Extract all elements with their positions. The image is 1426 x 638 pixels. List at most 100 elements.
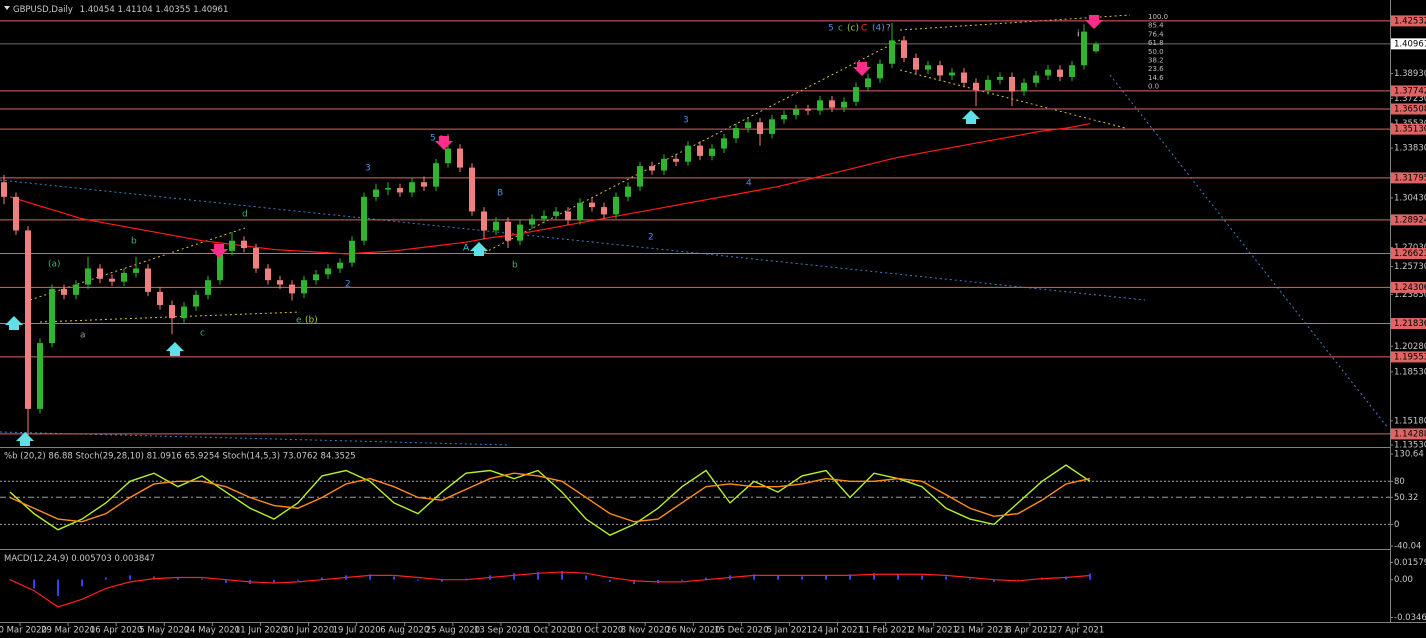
x-tick-label: 6 Aug 2020 (380, 626, 429, 636)
level-label-box (1391, 214, 1426, 226)
candle-body (277, 280, 283, 285)
y-tick-label: 50.32 (1394, 493, 1418, 503)
wave-label: 5 (828, 24, 834, 34)
candle-body (1, 182, 7, 197)
candle-body (421, 182, 427, 187)
macd-bar (105, 577, 107, 580)
macd-bar (921, 575, 923, 580)
wave-label: d (242, 210, 248, 220)
candle-body (733, 128, 739, 139)
macd-bar (969, 578, 971, 580)
level-label: 1.37742 (1394, 86, 1426, 96)
candle-body (301, 280, 307, 294)
macd-bar (1017, 579, 1019, 581)
level-label-box (1391, 123, 1426, 135)
level-label-box (1391, 15, 1426, 27)
candle-body (85, 268, 91, 285)
oscillator-line (9, 472, 1091, 523)
signal-line (9, 571, 1091, 608)
candle-body (505, 221, 511, 241)
y-tick-label: -40.04 (1394, 542, 1421, 552)
wave-label: (c) (847, 24, 859, 34)
candle-body (937, 65, 943, 76)
wave-label: 4 (746, 179, 752, 189)
candle-body (49, 288, 55, 344)
sell-arrow (853, 62, 871, 76)
level-label: 1.28924 (1394, 215, 1426, 225)
level-label: 1.26623 (1394, 249, 1426, 259)
candle-body (577, 202, 583, 221)
candle-body (265, 268, 271, 281)
candle-body (997, 76, 1003, 80)
level-label-box (1391, 85, 1426, 97)
candle-body (961, 72, 967, 83)
candle-body (1045, 69, 1051, 76)
fib-label: 76.4 (1148, 30, 1164, 38)
macd-bar (225, 579, 227, 583)
current-price-box (1391, 38, 1426, 50)
candle-body (1021, 82, 1027, 92)
sell-arrow (435, 136, 453, 150)
candle-body (73, 284, 79, 295)
candle-body (217, 250, 223, 281)
macd-title: MACD(12,24,9) 0.005703 0.003847 (4, 554, 155, 564)
wave-label: b (512, 261, 518, 271)
macd-bar (81, 579, 83, 587)
level-label: 1.35130 (1394, 125, 1426, 135)
candle-body (145, 268, 151, 292)
y-tick-label: 1.30430 (1394, 193, 1426, 203)
macd-bar (177, 577, 179, 580)
candle-body (613, 196, 619, 215)
high-value: 1.41104 (117, 5, 152, 15)
macd-bar (33, 579, 35, 589)
trend-line (0, 179, 1146, 301)
macd-bar (681, 579, 683, 581)
close-value: 1.40961 (193, 5, 228, 15)
sell-arrow (210, 244, 228, 258)
x-tick-label: 30 Jun 2020 (283, 626, 334, 636)
wave-label: C (861, 24, 867, 34)
wave-label: B (497, 189, 503, 199)
y-tick-label: -0.034665 (1394, 613, 1426, 623)
x-tick-label: 27 Apr 2021 (1052, 626, 1105, 636)
candle-body (13, 196, 19, 231)
level-label-box (1391, 172, 1426, 184)
level-label-box (1391, 351, 1426, 363)
candle-body (769, 119, 775, 134)
candle-body (337, 262, 343, 269)
candle-body (61, 288, 67, 295)
candle-body (673, 158, 679, 162)
level-label-box (1391, 318, 1426, 330)
candle-body (181, 306, 187, 319)
wave-label: e (296, 316, 302, 326)
candle-body (697, 145, 703, 156)
sell-arrow (1085, 15, 1103, 29)
y-tick-label: 0.015795 (1394, 558, 1426, 568)
macd-bar (801, 576, 803, 580)
symbol: GBPUSD,Daily (13, 5, 73, 15)
macd-bar (897, 574, 899, 580)
candle-body (409, 182, 415, 193)
candle-body (745, 122, 751, 129)
x-tick-label: 10 Mar 2020 (0, 626, 47, 636)
wave-label: ? (886, 24, 891, 34)
wave-label: 5 (430, 134, 436, 144)
x-tick-label: 16 Apr 2020 (90, 626, 143, 636)
wave-label: 2 (648, 233, 654, 243)
x-tick-label: 2 Mar 2021 (909, 626, 957, 636)
macd-bar (393, 576, 395, 580)
candle-body (253, 248, 259, 269)
fib-label: 100.0 (1148, 13, 1168, 21)
candle-body (517, 224, 523, 241)
macd-bar (945, 576, 947, 580)
x-tick-label: 11 Jun 2020 (235, 626, 286, 636)
candle-body (565, 211, 571, 221)
y-tick-label: 1.33830 (1394, 144, 1426, 154)
fib-label: 23.6 (1148, 65, 1164, 73)
candle-body (109, 278, 115, 282)
fib-label: 85.4 (1148, 22, 1164, 30)
level-label: 1.21836 (1394, 319, 1426, 329)
candle-body (1009, 76, 1015, 92)
